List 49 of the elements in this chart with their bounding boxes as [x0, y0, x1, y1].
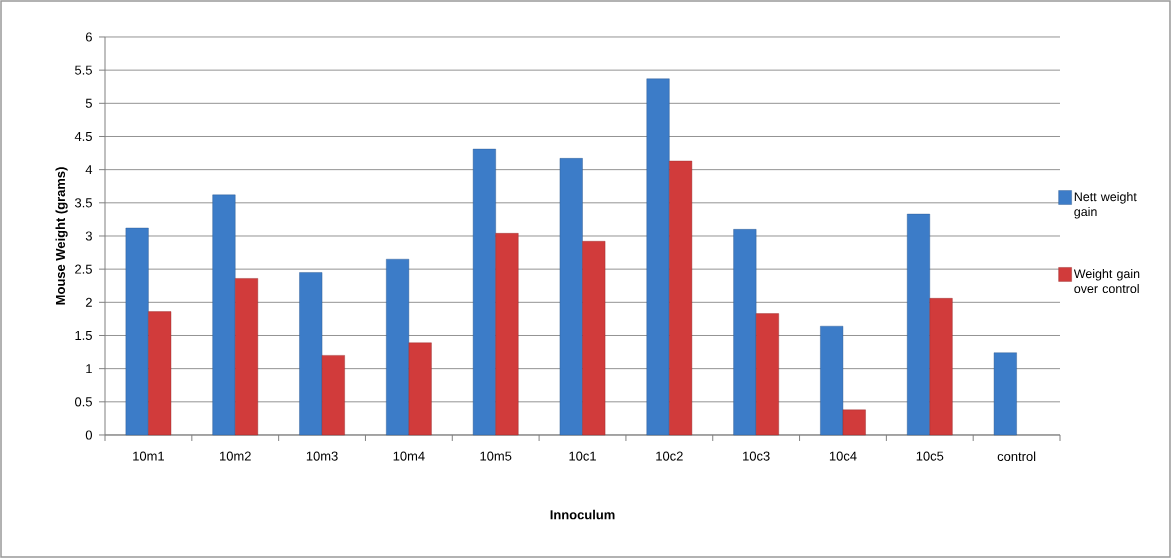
- y-tick-label: 5.5: [75, 65, 92, 75]
- bar: [820, 326, 844, 436]
- y-tick-label: 2: [85, 297, 92, 307]
- x-tick-label: 10m3: [306, 451, 338, 461]
- x-tick-label: 10m1: [133, 451, 164, 461]
- bar: [929, 298, 953, 436]
- x-tick-label: 10c2: [656, 451, 683, 461]
- y-tick-label: 1: [86, 364, 92, 374]
- y-tick-label: 6: [85, 32, 92, 42]
- bar: [495, 233, 519, 436]
- bar: [125, 227, 149, 436]
- bar: [321, 355, 345, 436]
- y-axis-title: Mouse Weight (grams): [55, 167, 68, 305]
- x-tick-label: 10m2: [220, 451, 251, 461]
- bar: [907, 213, 930, 436]
- y-tick-label: 3: [85, 231, 92, 241]
- bar: [993, 352, 1017, 436]
- bar: [733, 229, 757, 436]
- bar: [755, 313, 779, 436]
- x-tick-label: 10c4: [829, 451, 857, 461]
- bar: [472, 148, 496, 436]
- x-tick-label: 10c3: [743, 451, 770, 461]
- x-tick-label: 10m4: [393, 451, 425, 461]
- x-tick-label: control: [997, 451, 1036, 462]
- y-tick-label: 5: [85, 98, 92, 108]
- bar: [559, 158, 583, 436]
- y-tick-label: 4: [85, 165, 93, 175]
- legend-label: Nett weight gain: [1074, 192, 1137, 219]
- y-tick-label: 0.5: [74, 397, 92, 407]
- y-tick-label: 3.5: [74, 198, 92, 208]
- bar: [386, 259, 410, 436]
- y-tick-label: 0: [85, 430, 92, 440]
- bar: [212, 194, 236, 436]
- bar: [148, 311, 172, 436]
- y-tick-label: 1.5: [75, 330, 92, 340]
- bar: [408, 342, 432, 436]
- y-tick-label: 4.5: [74, 131, 92, 141]
- x-tick-label: 10c5: [916, 451, 944, 461]
- x-tick-label: 10c1: [569, 451, 596, 461]
- bar: [582, 241, 606, 436]
- bar: [235, 278, 259, 436]
- x-axis-title: Innoculum: [550, 509, 615, 520]
- legend-label: Weight gain over control: [1073, 268, 1140, 294]
- bar: [299, 272, 323, 436]
- bar: [646, 78, 670, 436]
- y-tick-label: 2.5: [75, 264, 92, 274]
- bar: [842, 409, 866, 436]
- x-tick-label: 10m5: [480, 451, 512, 461]
- bar: [669, 160, 693, 436]
